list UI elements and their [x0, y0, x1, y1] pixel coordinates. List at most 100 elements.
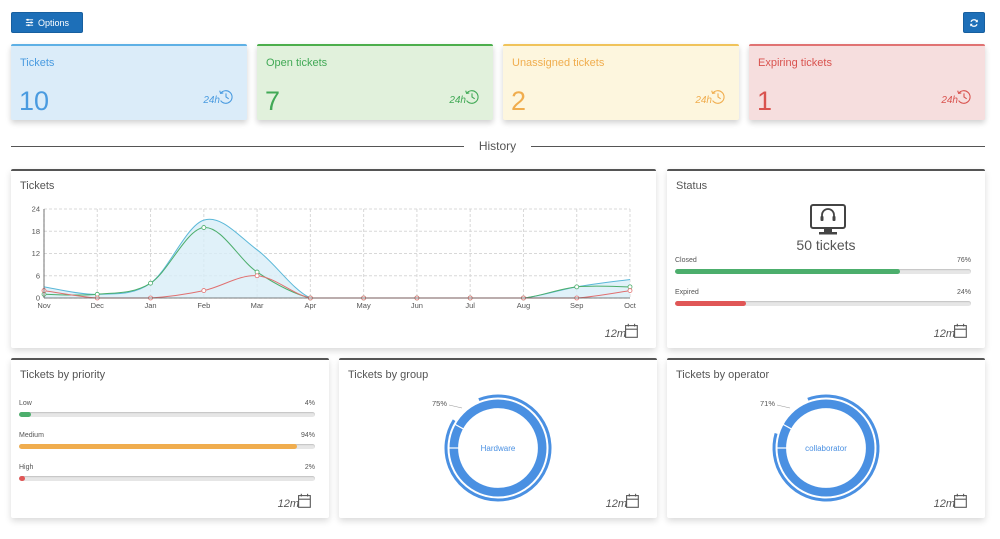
x-tick-label: Jan	[144, 301, 156, 310]
priority-card: Tickets by priority Low 4% Medium 94% Hi…	[11, 358, 329, 518]
calendar-icon	[626, 493, 639, 508]
y-tick-label: 12	[32, 249, 40, 258]
calendar-icon	[954, 493, 967, 508]
data-point	[201, 288, 207, 293]
status-card: Status 50 tickets Closed 76% Expired 24%…	[667, 169, 985, 348]
card-title: Status	[676, 180, 708, 192]
bar-label: High	[19, 464, 34, 471]
period-label: 12m	[604, 328, 626, 340]
kpi-period-label: 24h	[449, 95, 466, 106]
clock-history-icon	[465, 90, 479, 104]
card-title: Tickets by priority	[20, 369, 106, 381]
bar-track	[675, 269, 971, 274]
kpi-expiring-tickets[interactable]: Expiring tickets 1 24h	[749, 44, 985, 120]
kpi-period: 24h	[941, 90, 973, 106]
x-tick-label: Jul	[465, 301, 475, 310]
bar-label: Medium	[19, 432, 44, 439]
x-tick-label: Jun	[411, 301, 423, 310]
bar-track	[19, 476, 315, 481]
clock-history-icon	[957, 90, 971, 104]
bar-percent: 2%	[304, 464, 315, 471]
data-point	[254, 273, 260, 279]
x-tick-label: May	[357, 301, 371, 310]
divider-right	[531, 146, 985, 147]
period-indicator: 12m	[605, 493, 641, 510]
bar-label: Expired	[675, 289, 699, 296]
x-tick-label: Nov	[37, 301, 51, 310]
card-title: Tickets	[20, 180, 55, 192]
y-tick-label: 6	[36, 271, 40, 280]
x-tick-label: Sep	[570, 301, 583, 310]
kpi-title: Expiring tickets	[758, 57, 832, 69]
period-indicator: 12m	[933, 493, 969, 510]
operator-donut-chart: collaborator 71%	[760, 394, 880, 502]
series-area	[44, 219, 630, 298]
headset-monitor-icon	[810, 204, 846, 235]
bar-fill	[675, 301, 747, 306]
period-label: 12m	[605, 498, 627, 510]
calendar-icon	[625, 323, 638, 338]
kpi-title: Unassigned tickets	[512, 57, 605, 69]
bar-percent: 4%	[304, 400, 315, 407]
kpi-period: 24h	[695, 90, 727, 106]
kpi-title: Open tickets	[266, 57, 328, 69]
x-tick-label: Apr	[305, 301, 317, 310]
kpi-value: 1	[757, 86, 773, 116]
segment-divider	[454, 423, 465, 430]
sliders-icon	[25, 18, 34, 27]
bar-percent: 76%	[956, 257, 971, 264]
kpi-period: 24h	[449, 90, 481, 106]
card-title: Tickets by operator	[676, 369, 770, 381]
bar-fill	[19, 444, 298, 449]
kpi-unassigned-tickets[interactable]: Unassigned tickets 2 24h	[503, 44, 739, 120]
bar-fill	[19, 476, 25, 481]
kpi-title: Tickets	[20, 57, 55, 69]
refresh-button[interactable]	[963, 12, 985, 33]
bar-percent: 94%	[300, 432, 315, 439]
kpi-period: 24h	[203, 90, 235, 106]
data-point	[201, 225, 207, 230]
period-label: 12m	[933, 498, 955, 510]
x-tick-label: Oct	[624, 301, 637, 310]
group-donut-chart: Hardware 75%	[432, 394, 552, 502]
bar-label: Closed	[675, 257, 697, 264]
bar-track	[19, 412, 315, 417]
kpi-tickets[interactable]: Tickets 10 24h	[11, 44, 247, 120]
group-card: Tickets by group Hardware 75% 12m	[339, 358, 657, 518]
leader-line	[448, 404, 463, 409]
donut-highlight-arc	[444, 394, 552, 502]
donut-percent-label: 71%	[760, 399, 775, 408]
segment-divider	[782, 423, 793, 430]
period-label: 12m	[933, 328, 955, 340]
bar-label: Low	[19, 400, 32, 407]
kpi-value: 10	[19, 86, 50, 116]
tickets-chart-card: Tickets 0 6 12 18 24 Nov Dec Jan Feb Mar Apr May Jun…	[11, 169, 656, 348]
y-tick-label: 0	[36, 294, 40, 303]
kpi-open-tickets[interactable]: Open tickets 7 24h	[257, 44, 493, 120]
calendar-icon	[298, 493, 311, 508]
data-point	[574, 284, 580, 290]
period-indicator: 12m	[604, 323, 640, 340]
options-button[interactable]: Options	[11, 12, 83, 33]
period-indicator: 12m	[933, 323, 969, 340]
clock-history-icon	[711, 90, 725, 104]
divider-left	[11, 146, 464, 147]
options-label: Options	[37, 17, 70, 28]
kpi-period-label: 24h	[695, 95, 712, 106]
status-total-count: 50 tickets	[796, 237, 856, 253]
donut-highlight-arc	[772, 394, 880, 502]
donut-percent-label: 75%	[432, 399, 447, 408]
y-tick-label: 18	[32, 227, 40, 236]
bar-track	[675, 301, 971, 306]
period-indicator: 12m	[277, 493, 313, 510]
card-title: Tickets by group	[348, 369, 429, 381]
refresh-icon	[970, 18, 978, 27]
x-tick-label: Dec	[91, 301, 105, 310]
y-tick-label: 24	[32, 205, 40, 214]
leader-line	[776, 404, 791, 409]
period-label: 12m	[277, 498, 299, 510]
x-tick-label: Aug	[517, 301, 530, 310]
bar-track	[19, 444, 315, 449]
bar-fill	[19, 412, 31, 417]
x-tick-label: Feb	[197, 301, 210, 310]
